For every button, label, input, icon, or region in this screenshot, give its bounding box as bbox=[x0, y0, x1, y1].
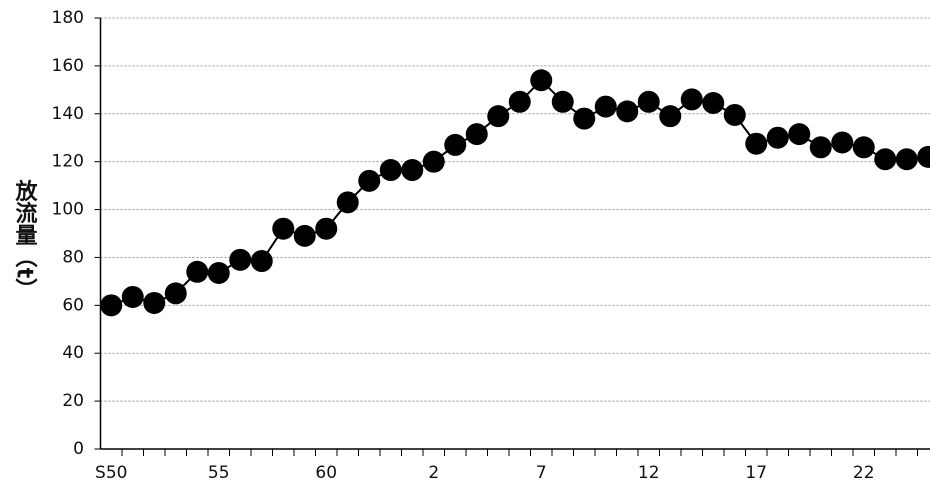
data-point bbox=[250, 250, 273, 273]
y-tick-label: 60 bbox=[62, 295, 84, 315]
data-point bbox=[100, 294, 123, 317]
data-point bbox=[508, 90, 531, 113]
x-tick-label: 60 bbox=[315, 463, 337, 483]
y-tick-label: 100 bbox=[52, 200, 84, 220]
y-tick-label: 140 bbox=[52, 104, 84, 124]
data-point bbox=[809, 136, 832, 159]
data-point bbox=[121, 285, 144, 308]
x-tick-label: 22 bbox=[853, 463, 875, 483]
data-point bbox=[616, 100, 639, 123]
y-axis-label: 放流量（t） bbox=[12, 179, 39, 300]
data-point bbox=[293, 224, 316, 247]
y-tick-label: 160 bbox=[52, 56, 84, 76]
data-point bbox=[336, 191, 359, 214]
data-point bbox=[229, 248, 252, 271]
data-point bbox=[766, 126, 789, 149]
x-tick-label: 55 bbox=[208, 463, 230, 483]
data-point bbox=[444, 133, 467, 156]
data-point bbox=[315, 217, 338, 240]
data-point bbox=[422, 150, 445, 173]
data-point bbox=[358, 169, 381, 192]
data-point bbox=[379, 159, 402, 182]
data-point bbox=[745, 132, 768, 155]
y-tick-label: 80 bbox=[62, 247, 84, 267]
y-tick-label: 120 bbox=[52, 152, 84, 172]
data-point bbox=[788, 123, 811, 146]
y-tick-label: 0 bbox=[73, 439, 84, 459]
data-point bbox=[272, 217, 295, 240]
data-point bbox=[637, 90, 660, 113]
data-point bbox=[895, 148, 918, 171]
data-point bbox=[573, 107, 596, 130]
data-point bbox=[207, 262, 230, 285]
x-tick-label: 7 bbox=[536, 463, 547, 483]
x-tick-label: 12 bbox=[638, 463, 660, 483]
data-point bbox=[874, 148, 897, 171]
x-tick-label: 2 bbox=[428, 463, 439, 483]
data-point bbox=[487, 105, 510, 128]
data-point bbox=[401, 159, 424, 182]
data-point bbox=[530, 69, 553, 92]
x-tick-label: S50 bbox=[95, 463, 127, 483]
y-tick-label: 40 bbox=[62, 343, 84, 363]
data-point bbox=[143, 291, 166, 314]
data-point bbox=[917, 145, 930, 168]
data-point bbox=[852, 136, 875, 159]
y-tick-label: 180 bbox=[52, 8, 84, 28]
y-tick-label: 20 bbox=[62, 391, 84, 411]
data-point bbox=[723, 103, 746, 126]
data-point bbox=[594, 95, 617, 118]
data-point bbox=[702, 92, 725, 115]
data-point bbox=[186, 260, 209, 283]
data-point bbox=[164, 282, 187, 305]
data-point bbox=[831, 131, 854, 154]
x-tick-label: 17 bbox=[745, 463, 767, 483]
data-point bbox=[659, 105, 682, 128]
data-point bbox=[465, 123, 488, 146]
data-point bbox=[680, 88, 703, 111]
data-point bbox=[551, 90, 574, 113]
